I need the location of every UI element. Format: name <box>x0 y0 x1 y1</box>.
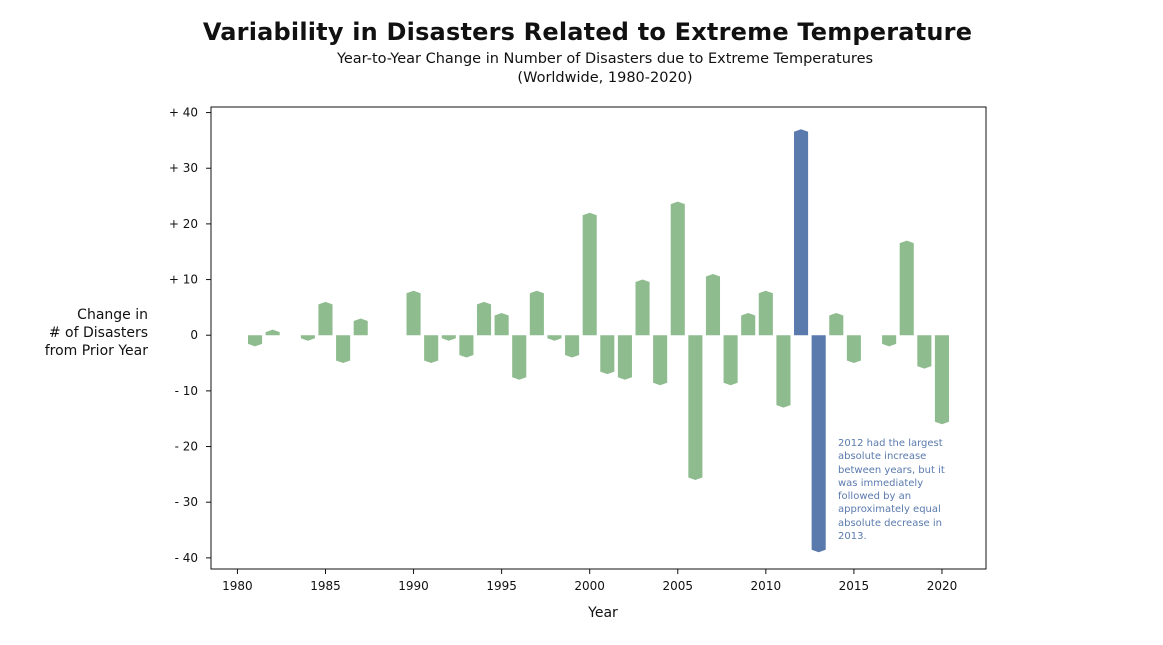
x-tick-label: 2020 <box>927 579 958 593</box>
bar-2009 <box>741 312 756 336</box>
y-tick-label: + 30 <box>169 161 198 175</box>
y-tick-label: - 30 <box>175 495 198 509</box>
bar-1997 <box>529 290 544 336</box>
y-axis-label-line-2: # of Disasters <box>48 325 148 341</box>
bar-1981 <box>247 335 263 347</box>
chart-subtitle: Year-to-Year Change in Number of Disaste… <box>0 50 1163 88</box>
bar-2014 <box>829 312 844 336</box>
bar-1991 <box>424 335 439 364</box>
y-tick-label: + 20 <box>169 217 198 231</box>
x-tick-label: 1995 <box>486 579 517 593</box>
x-tick-label: 1980 <box>222 579 253 593</box>
bar-2013 <box>811 335 826 553</box>
chart-title: Variability in Disasters Related to Extr… <box>202 18 973 46</box>
bar-2017 <box>882 335 897 347</box>
bar-2002 <box>617 335 632 380</box>
bar-2004 <box>653 335 668 386</box>
bar-1987 <box>353 318 368 336</box>
bar-2003 <box>635 279 650 336</box>
y-tick-label: + 10 <box>169 273 198 287</box>
bar-1995 <box>494 312 509 336</box>
plot-frame <box>210 106 987 570</box>
x-tick-label: 2005 <box>662 579 693 593</box>
bar-1992 <box>441 335 456 341</box>
bar-1998 <box>547 335 562 341</box>
x-tick-label: 1985 <box>310 579 341 593</box>
bar-2015 <box>846 335 861 364</box>
y-axis-ticks: + 40 + 30 + 20 + 10 0 - 10 - 20 - 30 - 40 <box>169 106 211 565</box>
bar-2010 <box>758 290 773 336</box>
chart-subtitle-line-2: (Worldwide, 1980-2020) <box>517 70 693 86</box>
y-tick-label: - 20 <box>175 440 198 454</box>
bar-2019 <box>917 335 932 369</box>
bar-1993 <box>459 335 474 358</box>
x-tick-label: 2010 <box>751 579 782 593</box>
bar-2020 <box>934 335 950 425</box>
bar-1984 <box>300 335 315 341</box>
bar-2007 <box>705 273 721 336</box>
x-tick-label: 2015 <box>839 579 870 593</box>
bar-1996 <box>512 335 527 380</box>
y-axis-label: Change in # of Disasters from Prior Year <box>28 306 148 360</box>
bar-2008 <box>723 335 738 386</box>
chart-subtitle-line-1: Year-to-Year Change in Number of Disaste… <box>336 51 874 67</box>
bar-2000 <box>582 212 597 336</box>
x-axis-label: Year <box>588 605 618 621</box>
y-tick-label: - 40 <box>175 551 198 565</box>
bar-1994 <box>476 301 492 336</box>
y-tick-label: 0 <box>190 328 198 342</box>
bar-2001 <box>600 335 615 375</box>
y-axis-label-line-3: from Prior Year <box>44 343 148 359</box>
bar-2012 <box>794 129 809 336</box>
bar-2005 <box>670 201 685 336</box>
bar-2018 <box>899 240 914 336</box>
annotation-2012: 2012 had the largest absolute increase b… <box>838 438 945 543</box>
bar-1999 <box>565 335 580 358</box>
bar-1990 <box>406 290 421 336</box>
bar-group <box>247 129 950 553</box>
bar-1986 <box>336 335 351 364</box>
x-tick-label: 2000 <box>574 579 605 593</box>
bar-2011 <box>776 335 791 408</box>
bar-1982 <box>265 329 280 336</box>
y-tick-label: + 40 <box>169 106 198 120</box>
bar-1985 <box>318 301 333 336</box>
y-tick-label: - 10 <box>175 384 198 398</box>
x-tick-label: 1990 <box>398 579 429 593</box>
y-axis-label-line-1: Change in <box>77 307 148 323</box>
bar-2006 <box>688 335 703 480</box>
x-axis-ticks: 1980 1985 1990 1995 2000 2005 2010 2015 2020 <box>222 569 957 593</box>
